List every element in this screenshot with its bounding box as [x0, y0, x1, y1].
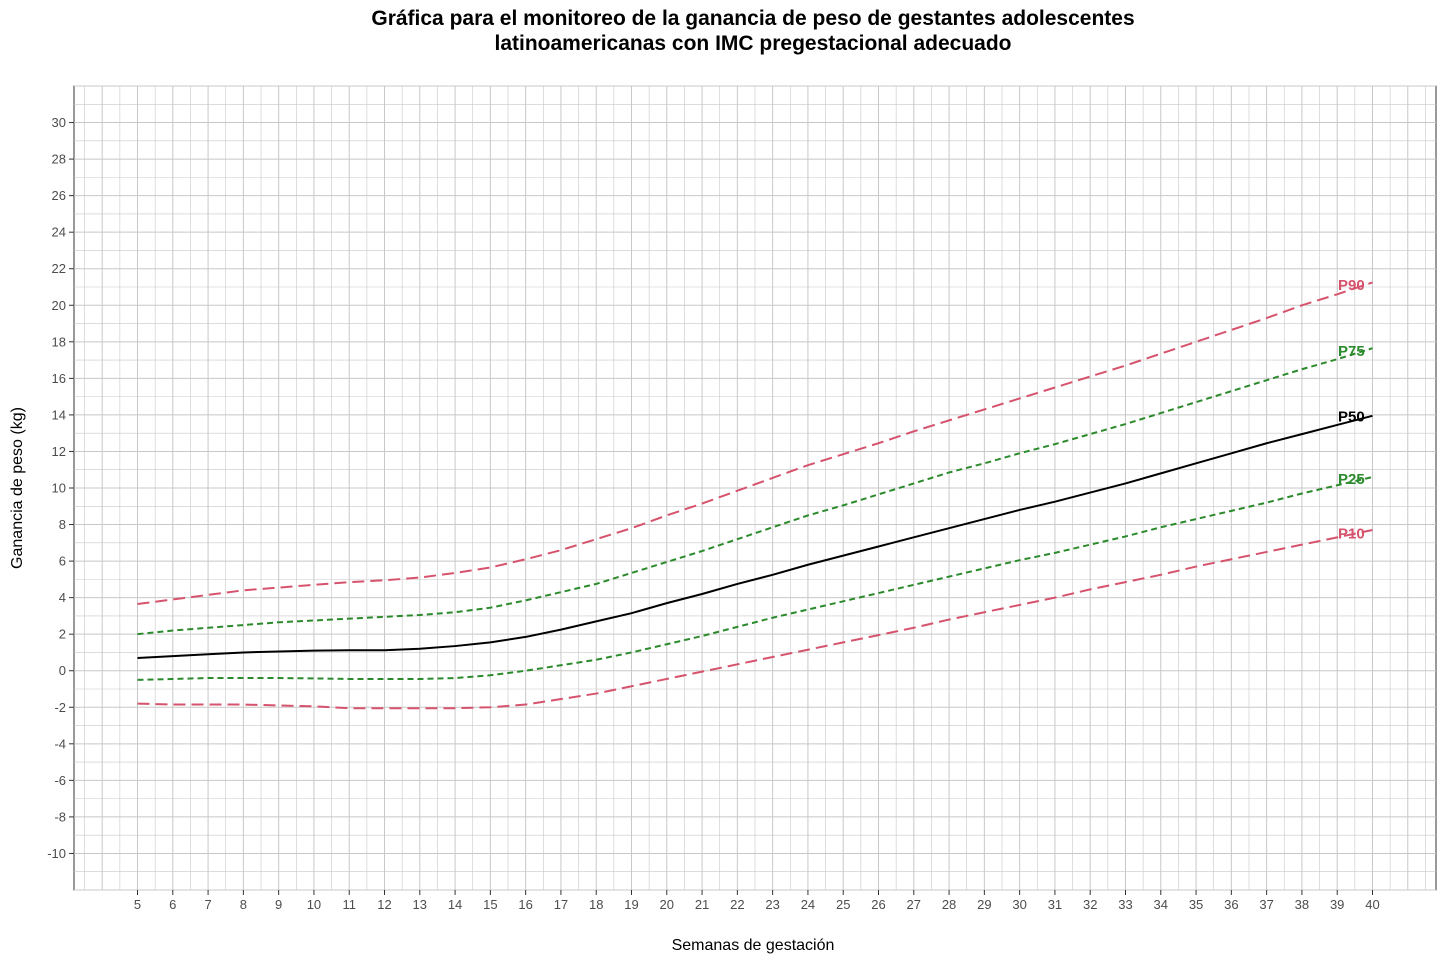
- x-tick-label: 30: [1012, 897, 1026, 912]
- y-tick-label: 10: [52, 481, 66, 496]
- series-line-p25: [137, 476, 1373, 681]
- y-tick-label: 16: [52, 371, 66, 386]
- x-tick-label: 29: [977, 897, 991, 912]
- x-tick-label: 12: [377, 897, 391, 912]
- x-tick-label: 11: [342, 897, 356, 912]
- x-tick-label: 34: [1154, 897, 1168, 912]
- series-label-p75: P75: [1338, 343, 1365, 360]
- x-tick-label: 23: [765, 897, 779, 912]
- x-tick-label: 40: [1365, 897, 1379, 912]
- x-tick-label: 20: [660, 897, 674, 912]
- y-tick-label: 6: [59, 554, 66, 569]
- x-axis-title: Semanas de gestación: [672, 937, 835, 954]
- x-tick-label: 28: [942, 897, 956, 912]
- x-tick-label: 38: [1295, 897, 1309, 912]
- x-tick-label: 5: [134, 897, 141, 912]
- y-tick-label: 0: [59, 663, 66, 678]
- x-axis-ticks: 5 6 7 8 9 10 11 12 13 14 15 16 17 18 19 20 21 22 23 24 25 26 2…: [134, 890, 1380, 912]
- x-tick-label: 37: [1259, 897, 1273, 912]
- x-tick-label: 25: [836, 897, 850, 912]
- x-tick-label: 18: [589, 897, 603, 912]
- x-tick-label: 22: [730, 897, 744, 912]
- x-tick-label: 7: [204, 897, 211, 912]
- chart-title-line-2: latinoamericanas con IMC pregestacional …: [495, 32, 1012, 55]
- x-tick-label: 16: [518, 897, 532, 912]
- y-tick-label: 14: [52, 407, 66, 422]
- series-line-p50: [137, 414, 1373, 659]
- x-tick-label: 14: [448, 897, 462, 912]
- x-tick-label: 26: [871, 897, 885, 912]
- y-tick-label: 12: [52, 444, 66, 459]
- series-label-p90: P90: [1338, 277, 1365, 294]
- x-tick-label: 32: [1083, 897, 1097, 912]
- percentile-labels: P90 P75 P50 P25 P10: [1338, 277, 1365, 543]
- x-tick-label: 33: [1118, 897, 1132, 912]
- series-label-p25: P25: [1338, 471, 1365, 488]
- x-tick-label: 27: [907, 897, 921, 912]
- series-label-p10: P10: [1338, 526, 1365, 543]
- x-tick-label: 10: [307, 897, 321, 912]
- y-tick-label: -8: [54, 809, 66, 824]
- x-tick-label: 13: [413, 897, 427, 912]
- y-tick-label: -10: [47, 846, 66, 861]
- y-tick-label: 22: [52, 261, 66, 276]
- percentile-series: [137, 281, 1373, 710]
- x-tick-label: 31: [1048, 897, 1062, 912]
- y-tick-label: 4: [59, 590, 66, 605]
- series-label-p50: P50: [1338, 409, 1365, 426]
- y-tick-label: 8: [59, 517, 66, 532]
- y-tick-label: 18: [52, 334, 66, 349]
- y-tick-label: 28: [52, 152, 66, 167]
- y-tick-label: 2: [59, 627, 66, 642]
- chart-title-line-1: Gráfica para el monitoreo de la ganancia…: [371, 7, 1134, 30]
- y-tick-label: -2: [54, 700, 66, 715]
- y-axis-title: Ganancia de peso (kg): [9, 407, 26, 569]
- grid-lines: [74, 85, 1436, 891]
- y-tick-label: 26: [52, 188, 66, 203]
- y-tick-label: -4: [54, 736, 66, 751]
- series-line-p90: [137, 281, 1373, 606]
- x-tick-label: 24: [801, 897, 815, 912]
- y-tick-label: -6: [54, 773, 66, 788]
- y-tick-label: 30: [52, 115, 66, 130]
- x-tick-label: 15: [483, 897, 497, 912]
- y-tick-label: 24: [52, 225, 66, 240]
- x-tick-label: 39: [1330, 897, 1344, 912]
- x-tick-label: 17: [554, 897, 568, 912]
- x-tick-label: 35: [1189, 897, 1203, 912]
- x-tick-label: 6: [169, 897, 176, 912]
- x-tick-label: 21: [695, 897, 709, 912]
- x-tick-label: 36: [1224, 897, 1238, 912]
- series-line-p10: [137, 529, 1373, 710]
- y-tick-label: 20: [52, 298, 66, 313]
- x-tick-label: 19: [624, 897, 638, 912]
- x-tick-label: 8: [240, 897, 247, 912]
- x-tick-label: 9: [275, 897, 282, 912]
